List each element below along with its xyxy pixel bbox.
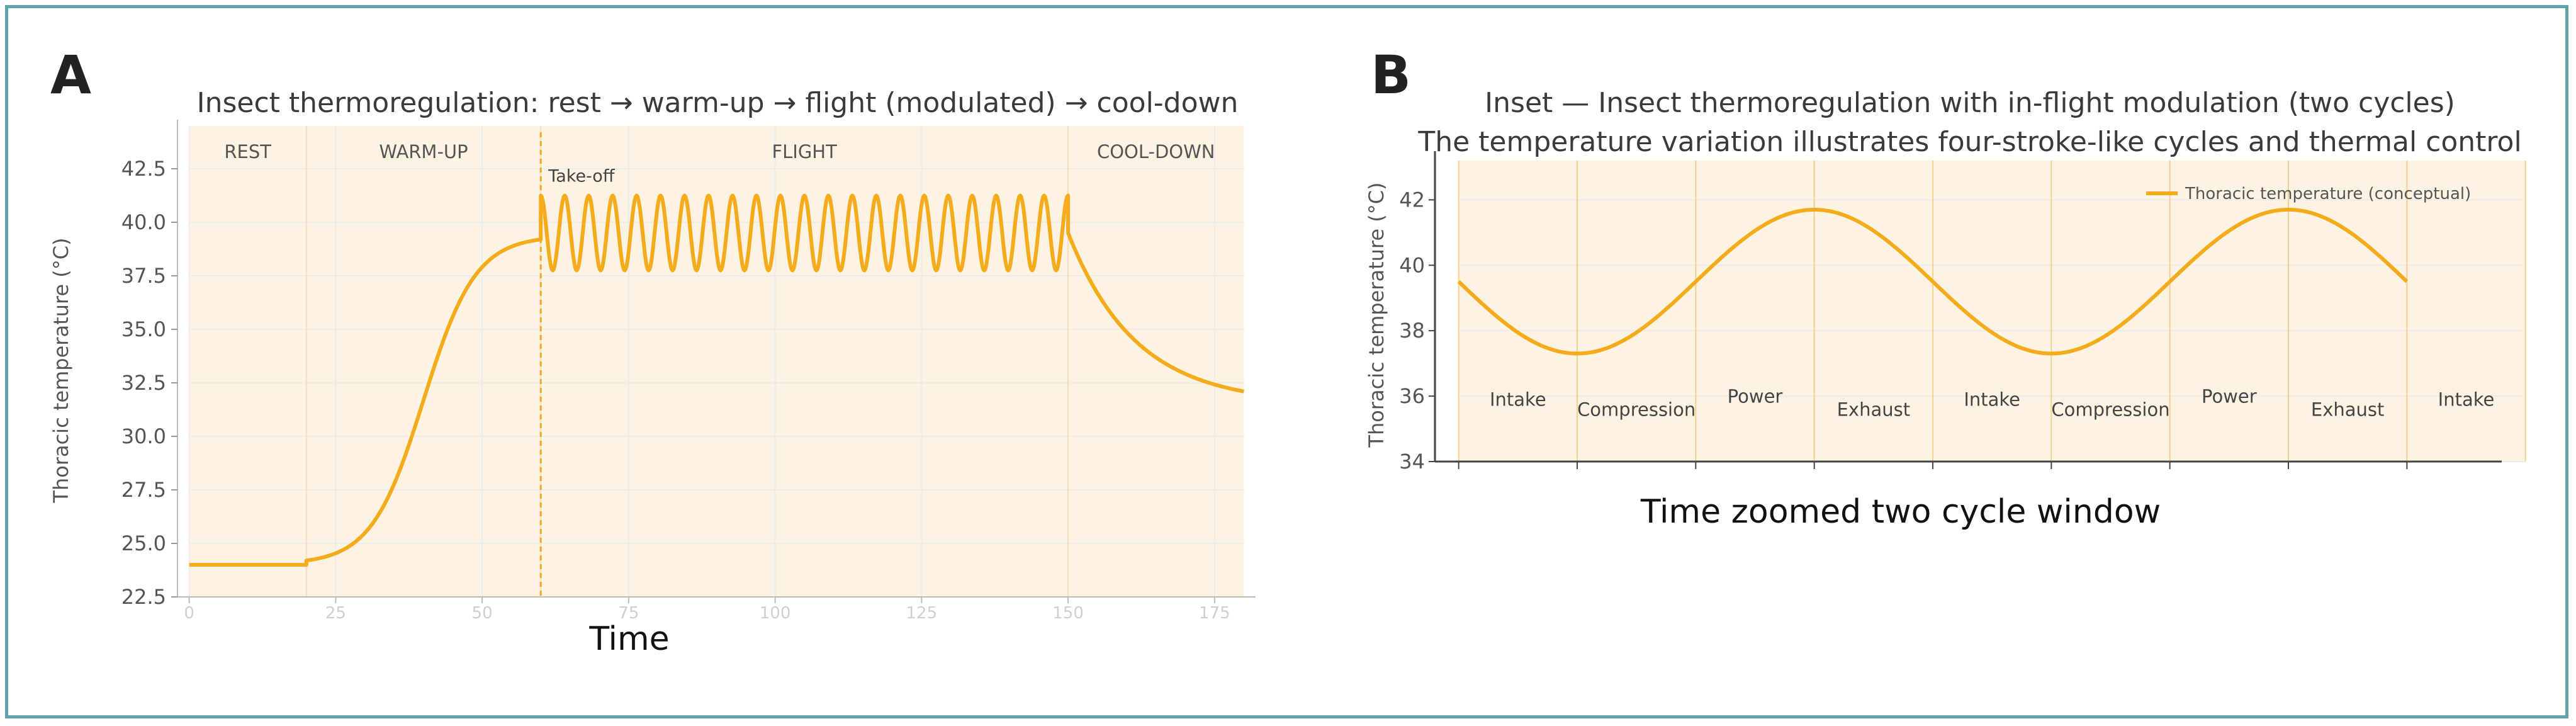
panel-a-x-ticks: 0 25 50 75 100 125 150 175: [184, 597, 1230, 623]
y-tick-label: 40.0: [121, 210, 166, 234]
panel-b-y-ticks: 34 36 38 40 42: [1399, 188, 1435, 474]
panel-b-y-label: Thoracic temperature (°C): [1364, 182, 1388, 448]
y-tick-label: 38: [1399, 319, 1425, 343]
y-tick-label: 25.0: [121, 531, 166, 555]
y-tick-label: 37.5: [121, 264, 166, 288]
panel-b-letter: B: [1371, 44, 1411, 106]
panel-a-temperature-line: [189, 193, 1245, 567]
x-tick-label: 100: [760, 604, 791, 623]
panel-a-y-label: Thoracic temperature (°C): [49, 237, 73, 503]
panel-b: B Inset — Insect thermoregulation with i…: [1364, 44, 2526, 531]
panel-b-legend: Thoracic temperature (conceptual): [2146, 184, 2471, 203]
phase-label: COOL-DOWN: [1097, 141, 1215, 162]
stroke-label: Compression: [1577, 399, 1696, 420]
panel-a-plot-area: [189, 126, 1244, 597]
stroke-label: Intake: [1964, 389, 2020, 411]
y-tick-label: 40: [1399, 253, 1425, 277]
stroke-label: Power: [1728, 385, 1783, 407]
panel-b-x-label: Time zoomed two cycle window: [1640, 493, 2161, 531]
stroke-label: Intake: [1490, 389, 1546, 411]
panel-b-stroke-boundaries: [1458, 161, 2526, 462]
phase-label: WARM-UP: [379, 141, 468, 162]
panel-a-title: Insect thermoregulation: rest → warm-up …: [197, 87, 1239, 119]
panel-b-temperature-line: [1457, 207, 2409, 356]
panel-b-title: Inset — Insect thermoregulation with in-…: [1485, 87, 2455, 119]
y-tick-label: 27.5: [121, 478, 166, 502]
panel-b-x-ticks: [1458, 462, 2408, 469]
x-tick-label: 0: [184, 604, 194, 623]
x-tick-label: 25: [325, 604, 346, 623]
phase-label: FLIGHT: [772, 141, 837, 162]
stroke-label: Compression: [2051, 399, 2169, 420]
panel-a-phase-labels: REST WARM-UP FLIGHT COOL-DOWN: [224, 141, 1215, 162]
x-tick-label: 175: [1199, 604, 1230, 623]
panel-a-y-ticks: 22.5 25.0 27.5 30.0 32.5 35.0 37.5 40.0 42.5: [121, 157, 177, 609]
y-tick-label: 35.0: [121, 317, 166, 341]
x-tick-label: 75: [618, 604, 639, 623]
stroke-label: Power: [2202, 385, 2257, 407]
x-tick-label: 125: [906, 604, 938, 623]
y-tick-label: 42: [1399, 188, 1425, 212]
y-tick-label: 22.5: [121, 585, 166, 609]
y-tick-label: 34: [1399, 450, 1425, 474]
stroke-label: Intake: [2438, 389, 2495, 411]
panel-b-stroke-labels: Intake Compression Power Exhaust Intake Compr…: [1490, 385, 2494, 420]
panel-b-subtitle: The temperature variation illustrates fo…: [1417, 126, 2521, 158]
phase-label: REST: [224, 141, 271, 162]
legend-label: Thoracic temperature (conceptual): [2185, 184, 2471, 203]
panel-a-x-label: Time: [588, 620, 669, 658]
y-tick-label: 36: [1399, 384, 1425, 408]
y-tick-label: 32.5: [121, 371, 166, 395]
panel-a: A Insect thermoregulation: rest → warm-u…: [49, 44, 1256, 658]
panel-b-plot-area: [1458, 161, 2526, 462]
panel-a-letter: A: [50, 44, 91, 106]
x-tick-label: 50: [472, 604, 493, 623]
y-tick-label: 30.0: [121, 424, 166, 448]
stroke-label: Exhaust: [2311, 399, 2385, 420]
takeoff-annotation: Take-off: [548, 166, 616, 186]
x-tick-label: 150: [1052, 604, 1084, 623]
stroke-label: Exhaust: [1837, 399, 1911, 420]
y-tick-label: 42.5: [121, 157, 166, 181]
